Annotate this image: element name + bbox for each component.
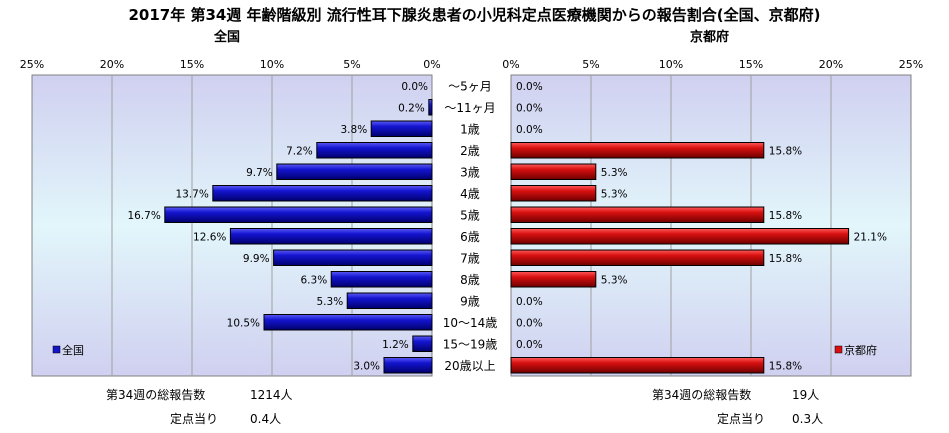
right-data-label: 5.3% (601, 274, 628, 286)
right-plot-area (510, 74, 912, 377)
category-label: 4歳 (460, 187, 480, 201)
left-x-tick-label: 10% (260, 58, 284, 71)
category-label: 20歳以上 (444, 359, 495, 373)
left-data-label: 7.2% (286, 145, 313, 157)
right-data-label: 0.0% (516, 81, 543, 93)
right-data-label: 15.8% (769, 253, 802, 265)
left-bar (330, 271, 433, 288)
left-bar (263, 314, 433, 331)
left-bar (164, 206, 433, 223)
category-label: 9歳 (460, 294, 480, 308)
right-data-label: 15.8% (769, 210, 802, 222)
right-bar (510, 271, 597, 288)
left-data-label: 10.5% (227, 317, 260, 329)
category-label: 10～14歳 (443, 316, 498, 330)
right-data-label: 0.0% (516, 124, 543, 136)
left-bar (316, 142, 433, 159)
category-label: 6歳 (460, 230, 480, 244)
category-label: 5歳 (460, 208, 480, 222)
right-panel-title: 京都府 (690, 30, 730, 45)
right-bar (510, 249, 765, 266)
left-data-label: 9.9% (243, 253, 270, 265)
left-x-tick-label: 5% (343, 58, 360, 71)
plot-layer: 25% 20% 15% 10% 5% 0% 0% 5% 10% 15% 20% 25% 0.0% 0.0%… (20, 58, 923, 377)
category-label: 3歳 (460, 165, 480, 179)
left-plot-area (31, 74, 433, 377)
left-legend-label: 全国 (62, 343, 84, 357)
right-total-value: 19人 (792, 388, 820, 402)
right-data-label: 0.0% (516, 317, 543, 329)
left-x-tick-label: 20% (100, 58, 124, 71)
right-bar (510, 228, 850, 245)
category-label: 8歳 (460, 273, 480, 287)
right-data-label: 5.3% (601, 167, 628, 179)
right-bar (510, 142, 765, 159)
left-data-label: 13.7% (175, 188, 208, 200)
right-bar (510, 185, 597, 202)
left-x-tick-label: 15% (180, 58, 204, 71)
right-data-label: 0.0% (516, 102, 543, 114)
right-x-tick-label: 15% (739, 58, 763, 71)
right-bar (510, 163, 597, 180)
left-data-label: 5.3% (317, 296, 344, 308)
right-x-tick-label: 10% (659, 58, 683, 71)
right-per-site-value: 0.3人 (792, 412, 824, 426)
right-x-tick-label: 25% (899, 58, 923, 71)
right-data-label: 15.8% (769, 145, 802, 157)
right-legend-swatch (834, 345, 843, 354)
left-bar (383, 357, 433, 374)
left-data-label: 0.2% (398, 102, 425, 114)
left-bar (346, 292, 433, 309)
left-bar (412, 335, 433, 352)
left-data-label: 12.6% (193, 231, 226, 243)
right-x-tick-label: 0% (502, 58, 519, 71)
category-label: ～11ヶ月 (444, 101, 495, 115)
right-data-label: 0.0% (516, 296, 543, 308)
left-x-tick-label: 0% (423, 58, 440, 71)
left-bar (212, 185, 433, 202)
left-panel-title: 全国 (214, 30, 241, 45)
left-per-site-value: 0.4人 (250, 412, 282, 426)
right-legend-label: 京都府 (844, 343, 877, 357)
right-bar (510, 206, 765, 223)
category-label: 2歳 (460, 144, 480, 158)
left-data-label: 16.7% (127, 210, 160, 222)
right-x-tick-label: 20% (819, 58, 843, 71)
left-total-label: 第34週の総報告数 (106, 388, 206, 402)
left-bar (370, 120, 433, 137)
chart-title: 2017年 第34週 年齢階級別 流行性耳下腺炎患者の小児科定点医療機関からの報… (128, 6, 821, 24)
right-per-site-label: 定点当り (717, 412, 766, 426)
category-label: 15～19歳 (443, 337, 498, 351)
left-x-tick-label: 25% (20, 58, 44, 71)
left-bar (273, 249, 433, 266)
right-data-label: 5.3% (601, 188, 628, 200)
category-label: ～5ヶ月 (448, 79, 492, 93)
right-total-label: 第34週の総報告数 (652, 388, 752, 402)
left-data-label: 9.7% (246, 167, 273, 179)
left-bar (229, 228, 433, 245)
left-legend-swatch (52, 345, 61, 354)
left-data-label: 3.8% (341, 124, 368, 136)
left-per-site-label: 定点当り (170, 412, 219, 426)
left-bar (428, 99, 433, 116)
left-data-label: 3.0% (353, 360, 380, 372)
left-data-label: 1.2% (382, 339, 409, 351)
category-label: 7歳 (460, 251, 480, 265)
right-data-label: 0.0% (516, 339, 543, 351)
left-total-value: 1214人 (250, 388, 293, 402)
right-bar (510, 357, 765, 374)
category-label: 1歳 (460, 122, 480, 136)
right-data-label: 21.1% (854, 231, 887, 243)
right-x-tick-label: 5% (582, 58, 599, 71)
right-data-label: 15.8% (769, 360, 802, 372)
left-data-label: 0.0% (401, 81, 428, 93)
left-data-label: 6.3% (301, 274, 328, 286)
left-bar (276, 163, 433, 180)
